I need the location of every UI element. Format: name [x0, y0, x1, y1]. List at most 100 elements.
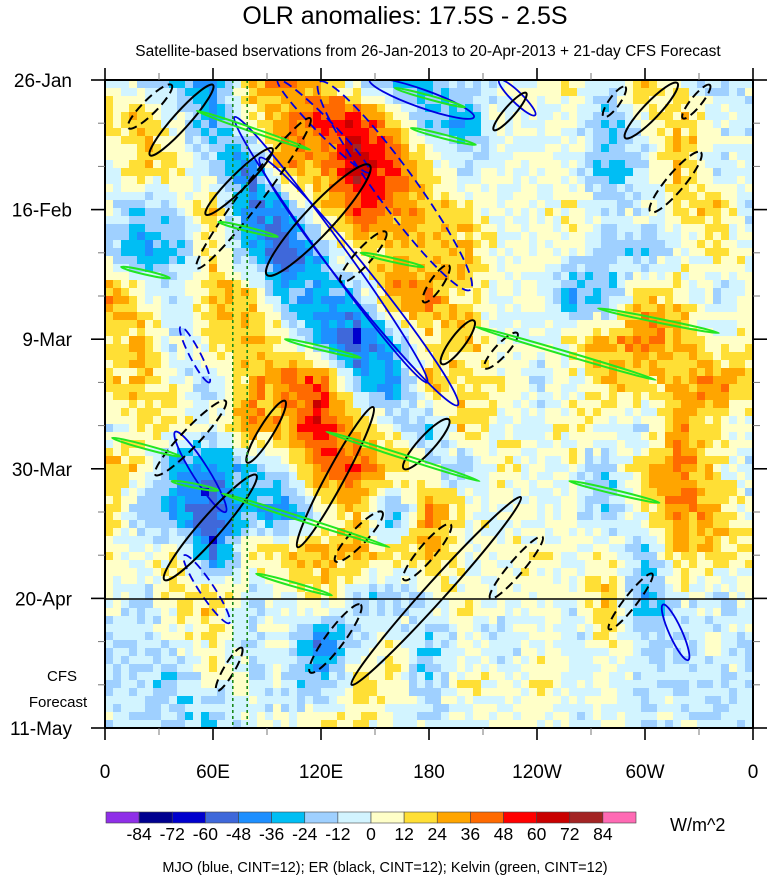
heatmap-cell [529, 512, 538, 521]
heatmap-cell [329, 384, 338, 393]
heatmap-cell [433, 408, 442, 417]
heatmap-cell [633, 256, 642, 265]
heatmap-cell [433, 448, 442, 457]
heatmap-cell [161, 560, 170, 569]
heatmap-cell [377, 88, 386, 97]
heatmap-cell [593, 240, 602, 249]
heatmap-cell [657, 312, 666, 321]
heatmap-cell [153, 360, 162, 369]
heatmap-cell [721, 248, 730, 257]
heatmap-cell [689, 504, 698, 513]
heatmap-cell [313, 496, 322, 505]
heatmap-cell [249, 528, 258, 537]
heatmap-cell [609, 176, 618, 185]
heatmap-cell [377, 360, 386, 369]
heatmap-cell [641, 544, 650, 553]
heatmap-cell [633, 424, 642, 433]
heatmap-cell [577, 296, 586, 305]
heatmap-cell [489, 88, 498, 97]
heatmap-cell [233, 520, 242, 529]
heatmap-cell [369, 312, 378, 321]
heatmap-cell [561, 336, 570, 345]
heatmap-cell [345, 392, 354, 401]
heatmap-cell [417, 480, 426, 489]
heatmap-cell [345, 368, 354, 377]
heatmap-cell [633, 88, 642, 97]
heatmap-cell [177, 376, 186, 385]
heatmap-cell [537, 200, 546, 209]
heatmap-cell [233, 544, 242, 553]
heatmap-cell [561, 304, 570, 313]
heatmap-cell [393, 104, 402, 113]
heatmap-cell [313, 280, 322, 289]
heatmap-cell [169, 344, 178, 353]
heatmap-cell [729, 256, 738, 265]
heatmap-cell [225, 248, 234, 257]
heatmap-cell [497, 88, 506, 97]
heatmap-cell [617, 192, 626, 201]
heatmap-cell [473, 224, 482, 233]
heatmap-cell [393, 288, 402, 297]
heatmap-cell [449, 560, 458, 569]
heatmap-cell [545, 440, 554, 449]
heatmap-cell [113, 128, 122, 137]
heatmap-cell [305, 248, 314, 257]
heatmap-cell [561, 112, 570, 121]
heatmap-cell [209, 520, 218, 529]
heatmap-cell [161, 120, 170, 129]
heatmap-cell [505, 568, 514, 577]
heatmap-cell [577, 160, 586, 169]
heatmap-cell [329, 280, 338, 289]
heatmap-cell [417, 160, 426, 169]
heatmap-cell [169, 504, 178, 513]
heatmap-cell [129, 128, 138, 137]
heatmap-cell [721, 480, 730, 489]
heatmap-cell [417, 560, 426, 569]
heatmap-cell [433, 536, 442, 545]
heatmap-cell [745, 344, 753, 353]
heatmap-cell [681, 400, 690, 409]
heatmap-cell [545, 304, 554, 313]
heatmap-cell [241, 504, 250, 513]
heatmap-cell [425, 120, 434, 129]
heatmap-cell [665, 368, 674, 377]
heatmap-cell [185, 272, 194, 281]
heatmap-cell [289, 240, 298, 249]
heatmap-cell [185, 424, 194, 433]
heatmap-cell [729, 456, 738, 465]
heatmap-cell [481, 168, 490, 177]
heatmap-cell [601, 272, 610, 281]
heatmap-cell [137, 272, 146, 281]
heatmap-cell [721, 520, 730, 529]
heatmap-cell [705, 528, 714, 537]
heatmap-cell [409, 112, 418, 121]
heatmap-cell [401, 520, 410, 529]
heatmap-cell [177, 392, 186, 401]
heatmap-cell [505, 416, 514, 425]
heatmap-cell [281, 152, 290, 161]
heatmap-cell [481, 560, 490, 569]
heatmap-cell [225, 552, 234, 561]
heatmap-cell [305, 128, 314, 137]
heatmap-cell [569, 432, 578, 441]
heatmap-cell [321, 560, 330, 569]
heatmap-cell [145, 264, 154, 273]
heatmap-cell [433, 456, 442, 465]
heatmap-cell [257, 528, 266, 537]
heatmap-cell [321, 128, 330, 137]
heatmap-cell [265, 352, 274, 361]
heatmap-cell [193, 520, 202, 529]
heatmap-cell [665, 208, 674, 217]
heatmap-cell [545, 248, 554, 257]
heatmap-cell [329, 208, 338, 217]
heatmap-cell [145, 88, 154, 97]
heatmap-cell [289, 344, 298, 353]
heatmap-cell [601, 520, 610, 529]
heatmap-cell [745, 520, 753, 529]
heatmap-cell [121, 392, 130, 401]
heatmap-cell [673, 88, 682, 97]
heatmap-cell [241, 528, 250, 537]
heatmap-cell [737, 168, 746, 177]
heatmap-cell [161, 168, 170, 177]
heatmap-cell [441, 232, 450, 241]
